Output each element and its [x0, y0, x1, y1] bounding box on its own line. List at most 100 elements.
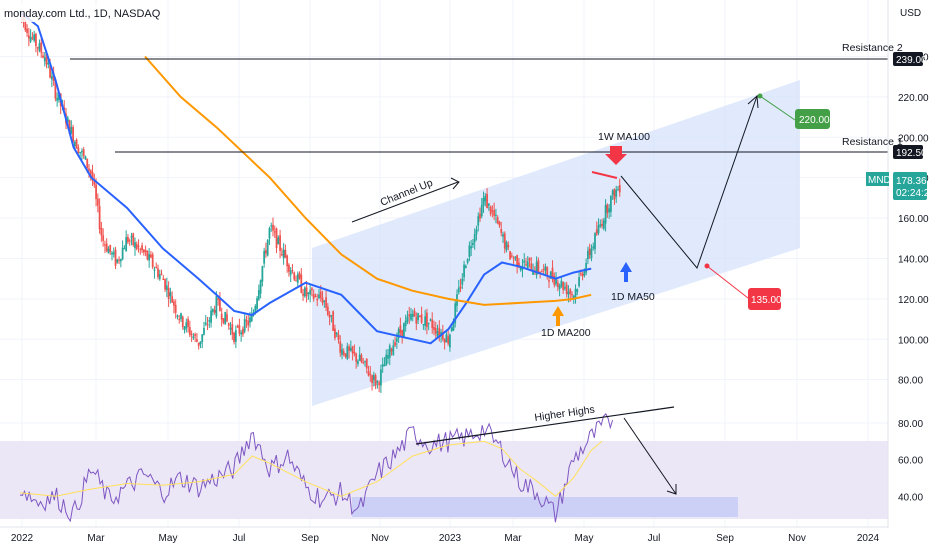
currency-label: USD: [900, 8, 921, 19]
candle-body: [183, 326, 186, 331]
candle-body: [300, 274, 303, 293]
candle-body: [433, 326, 435, 330]
candle-body: [413, 310, 416, 317]
candle-body: [376, 381, 379, 383]
ma50-annotation: 1D MA50: [611, 262, 655, 303]
candle-body: [502, 234, 504, 237]
candle-body: [325, 297, 327, 308]
candle-body: [105, 243, 108, 251]
candle-body: [42, 55, 44, 58]
candle-body: [130, 235, 133, 238]
candle-body: [595, 229, 598, 235]
candle-body: [305, 287, 308, 297]
candle-body: [137, 245, 140, 247]
candle-body: [220, 313, 223, 320]
candle-body: [139, 248, 142, 250]
candle-body: [480, 205, 483, 217]
candle-body: [487, 203, 490, 206]
candle-body: [123, 248, 126, 250]
chart-title: monday.com Ltd., 1D, NASDAQ: [4, 8, 161, 20]
candle-body: [107, 248, 110, 254]
candle-body: [261, 266, 264, 282]
candle-body: [203, 328, 205, 335]
candle-body: [242, 328, 244, 335]
candle-body: [537, 260, 540, 272]
candle-body: [498, 221, 501, 226]
candle-body: [539, 271, 542, 273]
candle-body: [135, 244, 138, 250]
candle-body: [56, 97, 59, 101]
price-tick-label: 140.00: [898, 254, 929, 265]
header-bg: [0, 4, 150, 22]
candle-body: [388, 345, 391, 358]
candle-body: [40, 42, 43, 53]
candle-body: [118, 259, 120, 261]
candle-body: [224, 311, 227, 325]
candle-body: [321, 297, 324, 304]
rsi-ma-line: [19, 440, 603, 497]
candle-body: [295, 280, 297, 282]
candle-body: [574, 288, 577, 298]
ma50-label: 1D MA50: [611, 291, 655, 303]
candle-body: [43, 57, 46, 62]
candle-body: [335, 332, 338, 335]
up-arrow-icon: [620, 262, 632, 282]
candle-body: [610, 195, 612, 212]
candle-body: [383, 365, 386, 367]
candle-body: [236, 326, 239, 328]
candle-body: [190, 334, 193, 336]
candle-body: [77, 147, 80, 153]
candle-body: [88, 168, 90, 171]
candle-body: [307, 292, 310, 294]
candle-body: [358, 354, 361, 361]
time-tick-label: 2023: [439, 533, 462, 544]
candle-body: [210, 310, 212, 323]
ma200-annotation: 1D MA200: [541, 306, 591, 339]
candle-body: [50, 75, 53, 80]
candle-body: [500, 228, 503, 233]
candle-body: [134, 242, 136, 249]
ticker-badge: [866, 172, 889, 186]
candle-body: [155, 266, 158, 269]
candle-body: [403, 323, 405, 339]
candle-body: [562, 282, 565, 290]
candle-body: [291, 270, 294, 272]
candle-body: [280, 254, 283, 256]
candle-body: [597, 225, 600, 234]
candle-body: [535, 262, 538, 276]
candle-body: [47, 62, 50, 65]
candle-body: [75, 139, 78, 149]
candle-body: [284, 249, 287, 258]
candle-body: [385, 354, 388, 366]
candle-body: [222, 318, 225, 323]
price-axis[interactable]: 80.00100.00120.00140.00160.00180.00200.0…: [898, 52, 929, 386]
candle-body: [240, 332, 243, 335]
candle-body: [100, 227, 103, 236]
rsi-axis[interactable]: 40.00 60.00 80.00: [898, 419, 923, 503]
candle-body: [404, 320, 407, 327]
down-arrow-icon: [605, 146, 627, 165]
candle-body: [148, 254, 151, 261]
candle-body: [173, 301, 175, 306]
candle-body: [282, 249, 285, 259]
candle-body: [33, 34, 36, 41]
candle-body: [316, 298, 319, 301]
candle-body: [394, 342, 396, 346]
candle-body: [192, 336, 195, 339]
candle-body: [495, 214, 497, 216]
price-tick-label: 160.00: [898, 214, 929, 225]
candle-body: [587, 250, 589, 260]
candle-body: [397, 329, 400, 339]
candle-body: [286, 255, 289, 267]
time-tick-label: Sep: [716, 533, 734, 544]
channel-up-label: Channel Up: [379, 177, 435, 209]
candle-body: [617, 189, 619, 191]
candle-body: [544, 266, 547, 271]
candle-body: [194, 334, 197, 337]
candle-body: [399, 325, 402, 333]
candle-body: [153, 269, 156, 271]
candle-body: [312, 294, 315, 299]
time-axis[interactable]: 2022 Mar May Jul Sep Nov 2023 Mar May Jul Sep Nov 20…: [11, 533, 880, 544]
candle-body: [171, 296, 174, 303]
